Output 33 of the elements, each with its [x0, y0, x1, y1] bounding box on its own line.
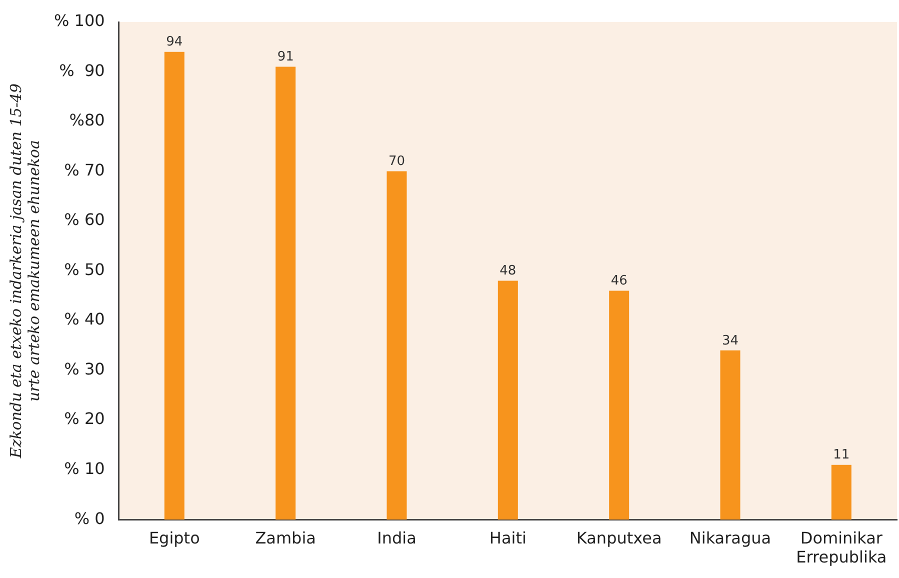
- y-tick-label: % 50: [64, 260, 105, 279]
- data-label: 46: [610, 274, 628, 289]
- bar: [609, 290, 630, 520]
- x-tick-label: Dominikar Errepublika: [796, 528, 887, 567]
- x-tick-label: Egipto: [148, 528, 200, 548]
- y-axis-title: Ezkondu eta etxeko indarkeria jasan duten 15-49 urte arteko emakumeen ehunekoa: [6, 82, 43, 460]
- x-tick-label: Kanputxea: [576, 528, 662, 548]
- data-label: 11: [833, 448, 850, 463]
- data-label: 34: [722, 333, 739, 348]
- y-tick-label: %80: [69, 110, 105, 130]
- y-tick-label: % 70: [64, 160, 105, 180]
- bar: [164, 52, 184, 520]
- x-tick-label: Haiti: [489, 528, 526, 548]
- y-tick-label: % 0: [74, 508, 105, 528]
- bar: [498, 280, 518, 520]
- x-tick-label: Nikaragua: [689, 528, 772, 548]
- data-label: 48: [500, 264, 516, 279]
- y-tick-label: % 40: [64, 310, 105, 329]
- bar: [720, 350, 740, 520]
- x-tick-label: India: [377, 528, 416, 548]
- data-label: 91: [277, 50, 294, 65]
- y-tick-label: % 90: [59, 60, 105, 80]
- y-tick-label: % 30: [64, 359, 105, 378]
- bar: [831, 464, 852, 520]
- bar: [386, 171, 407, 520]
- y-tick-label: % 60: [64, 210, 105, 230]
- data-label: 70: [388, 154, 406, 170]
- y-tick-label: % 20: [64, 409, 105, 428]
- y-tick-label: % 100: [54, 11, 105, 30]
- x-tick-label: Zambia: [255, 528, 316, 548]
- data-label: 94: [166, 34, 183, 50]
- y-tick-label: % 10: [64, 458, 105, 478]
- bar: [276, 66, 296, 520]
